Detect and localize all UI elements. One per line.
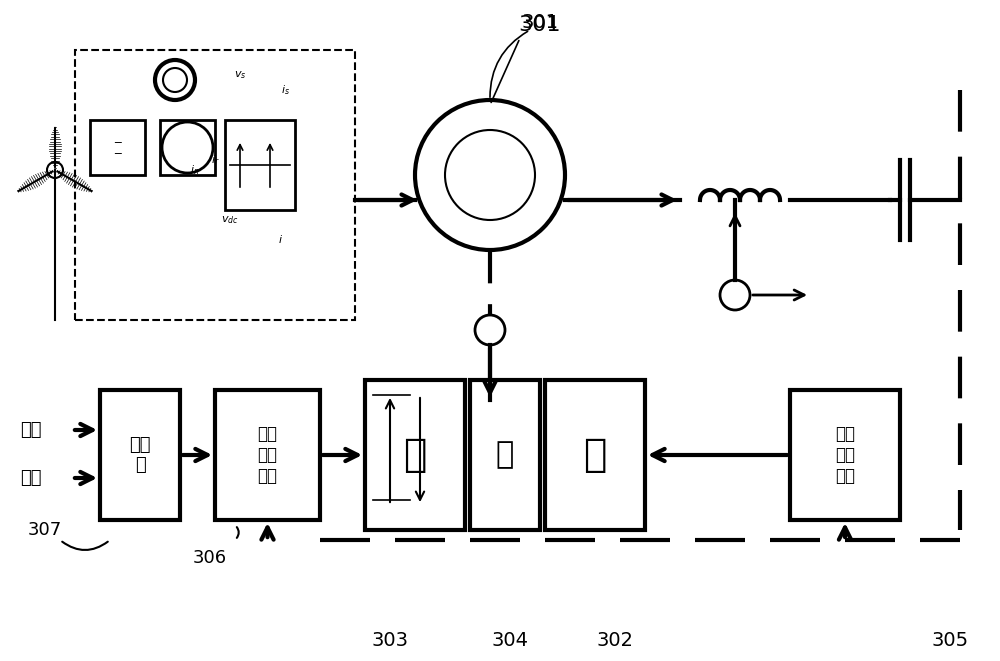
Bar bbox=[365, 380, 465, 530]
Text: 炒: 炒 bbox=[403, 436, 427, 474]
Text: $i_n$: $i_n$ bbox=[190, 163, 200, 177]
Bar bbox=[215, 390, 320, 520]
Text: 306: 306 bbox=[193, 549, 227, 567]
Text: 302: 302 bbox=[596, 631, 634, 650]
Text: i: i bbox=[278, 235, 282, 245]
Bar bbox=[470, 380, 540, 530]
Text: $i_r$: $i_r$ bbox=[211, 153, 219, 167]
Text: 炒: 炒 bbox=[583, 436, 607, 474]
Text: ㎝: ㎝ bbox=[496, 440, 514, 469]
Text: 机侧
控制
器控: 机侧 控制 器控 bbox=[258, 425, 278, 485]
Bar bbox=[90, 120, 145, 175]
Text: $v_{dc}$: $v_{dc}$ bbox=[221, 214, 239, 226]
Text: $v_s$: $v_s$ bbox=[234, 69, 246, 81]
Bar bbox=[75, 50, 355, 320]
Bar bbox=[100, 390, 180, 520]
Text: 301: 301 bbox=[522, 13, 558, 32]
Text: 307: 307 bbox=[28, 521, 62, 539]
Bar bbox=[160, 120, 215, 175]
Text: 301: 301 bbox=[519, 15, 561, 35]
Text: $i_s$: $i_s$ bbox=[281, 83, 289, 97]
Text: 305: 305 bbox=[931, 631, 969, 650]
Text: 304: 304 bbox=[492, 631, 528, 650]
Text: 转速: 转速 bbox=[20, 421, 42, 439]
Text: 主控
器: 主控 器 bbox=[129, 436, 151, 475]
Text: 网侧
控制
器控: 网侧 控制 器控 bbox=[835, 425, 855, 485]
Bar bbox=[225, 120, 295, 210]
Text: ─
─: ─ ─ bbox=[114, 137, 121, 158]
Bar bbox=[545, 380, 645, 530]
Text: 303: 303 bbox=[372, 631, 409, 650]
Bar bbox=[790, 390, 900, 520]
Text: 风速: 风速 bbox=[20, 469, 42, 487]
Circle shape bbox=[445, 130, 535, 220]
